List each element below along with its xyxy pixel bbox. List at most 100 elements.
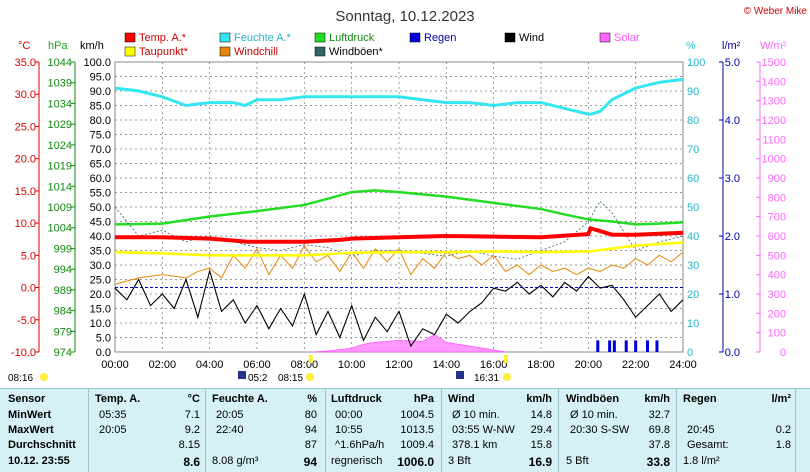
axes: 35.0 30.0 25.0 20.0 15.0 10.0 5.0 0.0 -5.0 -10.0 1… bbox=[11, 57, 786, 371]
cell-value: 1006.0 bbox=[397, 455, 434, 469]
legend-label: Windböen* bbox=[329, 46, 384, 58]
rain-tick: 2.0 bbox=[725, 231, 740, 243]
wind-tick: 75.0 bbox=[90, 130, 111, 142]
pressure-tick: 984 bbox=[54, 306, 72, 318]
time-tick: 20:00 bbox=[575, 359, 603, 371]
windchill-line bbox=[114, 244, 684, 285]
time-tick: 02:00 bbox=[149, 359, 177, 371]
wind-tick: 80.0 bbox=[90, 115, 111, 127]
temp-tick: 0.0 bbox=[21, 283, 36, 295]
cell-label: 3 Bft bbox=[448, 455, 471, 467]
column-unit: % bbox=[307, 393, 317, 405]
sunset-label: 16:31 bbox=[474, 373, 499, 384]
wind-tick: 70.0 bbox=[90, 144, 111, 156]
solar-tick: 1300 bbox=[762, 96, 786, 108]
cell-label: 1.8 l/m² bbox=[683, 455, 720, 467]
cell-value: 0.2 bbox=[775, 424, 791, 436]
legend-swatch bbox=[599, 32, 611, 43]
cell-label: 00:00 bbox=[335, 409, 363, 421]
temp-tick: -5.0 bbox=[17, 315, 36, 327]
legend: Temp. A.* Feuchte A.* Luftdruck Regen Wind So… bbox=[124, 32, 640, 58]
time-tick: 18:00 bbox=[527, 359, 555, 371]
cell-value: 1013.5 bbox=[400, 424, 434, 436]
rain-bar bbox=[608, 340, 612, 352]
wind-tick: 40.0 bbox=[90, 231, 111, 243]
legend-swatch bbox=[219, 32, 231, 43]
humidity-tick: 30 bbox=[687, 260, 699, 272]
pressure-tick: 1019 bbox=[48, 161, 72, 173]
column-header: Regen bbox=[683, 393, 717, 405]
moonrise-label: 05:2 bbox=[248, 373, 268, 384]
legend-label: Taupunkt* bbox=[139, 46, 189, 58]
column-header: Wind bbox=[448, 393, 475, 405]
time-tick: 24:00 bbox=[669, 359, 697, 371]
column-header: Windböen bbox=[566, 393, 620, 405]
cell-label: Ø 10 min. bbox=[570, 409, 618, 421]
cell-value: 1009.4 bbox=[400, 439, 434, 451]
pressure-tick: 1044 bbox=[48, 57, 72, 69]
cell-value: 94 bbox=[303, 455, 317, 469]
solar-tick: 600 bbox=[768, 231, 786, 243]
column-header: Luftdruck bbox=[331, 393, 382, 405]
solar-tick: 900 bbox=[768, 173, 786, 185]
legend-label: Temp. A.* bbox=[139, 32, 187, 44]
cell-value: 87 bbox=[304, 439, 317, 451]
rain-bar bbox=[612, 340, 616, 352]
legend-label: Wind bbox=[519, 32, 544, 44]
rain-tick: 0.0 bbox=[725, 347, 740, 359]
column-header: Feuchte A. bbox=[212, 393, 268, 405]
solar-tick: 1200 bbox=[762, 115, 786, 127]
table-divider bbox=[88, 389, 89, 472]
sensor-header: Sensor bbox=[8, 393, 46, 405]
wind-tick: 65.0 bbox=[90, 159, 111, 171]
table-divider bbox=[325, 389, 326, 472]
solar-tick: 700 bbox=[768, 212, 786, 224]
humidity-tick: 40 bbox=[687, 231, 699, 243]
legend-swatch bbox=[409, 32, 421, 43]
cell-value: 16.9 bbox=[528, 455, 552, 469]
wind-tick: 85.0 bbox=[90, 101, 111, 113]
solar-tick: 1000 bbox=[762, 154, 786, 166]
humidity-tick: 100 bbox=[687, 57, 705, 69]
wind-tick: 15.0 bbox=[90, 304, 111, 316]
axis-units: °C hPa km/h% l/m² W/m² bbox=[18, 40, 787, 52]
row-label: 10.12. 23:55 bbox=[8, 455, 70, 467]
rain-bar bbox=[596, 340, 600, 352]
humidity-tick: 10 bbox=[687, 318, 699, 330]
cell-value: 14.8 bbox=[530, 409, 552, 421]
solar-tick: 1100 bbox=[762, 134, 786, 146]
solar-tick: 300 bbox=[768, 289, 786, 301]
legend-label: Regen bbox=[424, 32, 456, 44]
moon-icon bbox=[238, 371, 246, 379]
pressure-tick: 1034 bbox=[48, 98, 72, 110]
rain-bar bbox=[655, 340, 659, 352]
rain-tick: 4.0 bbox=[725, 115, 740, 127]
cell-label: 10:55 bbox=[335, 424, 363, 436]
time-tick: 12:00 bbox=[385, 359, 413, 371]
taupunkt-line bbox=[114, 241, 684, 257]
cell-value: 1004.5 bbox=[400, 409, 434, 421]
time-tick: 16:00 bbox=[480, 359, 508, 371]
chart-title: Sonntag, 10.12.2023 bbox=[335, 8, 474, 25]
temp-axis-unit: °C bbox=[18, 40, 30, 52]
rain-tick: 1.0 bbox=[725, 289, 740, 301]
cell-value: 37.8 bbox=[648, 439, 670, 451]
legend-swatch bbox=[124, 32, 136, 43]
cell-label: 05:35 bbox=[99, 409, 127, 421]
solar-tick: 200 bbox=[768, 308, 786, 320]
table-divider bbox=[558, 389, 559, 472]
temp-tick: 10.0 bbox=[15, 218, 36, 230]
solar-tick: 1400 bbox=[762, 76, 786, 88]
cell-value: 15.8 bbox=[530, 439, 552, 451]
luftdruck-line bbox=[114, 189, 684, 226]
series-layer bbox=[114, 77, 684, 353]
solar-tick: 100 bbox=[768, 328, 786, 340]
cell-value: 32.7 bbox=[648, 409, 670, 421]
table-divider bbox=[676, 389, 677, 472]
table-divider bbox=[205, 389, 206, 472]
solar-axis-unit: W/m² bbox=[760, 40, 787, 52]
cell-value: 7.1 bbox=[184, 409, 200, 421]
rain-tick: 3.0 bbox=[725, 173, 740, 185]
legend-swatch bbox=[504, 32, 516, 43]
legend-label: Feuchte A.* bbox=[234, 32, 292, 44]
